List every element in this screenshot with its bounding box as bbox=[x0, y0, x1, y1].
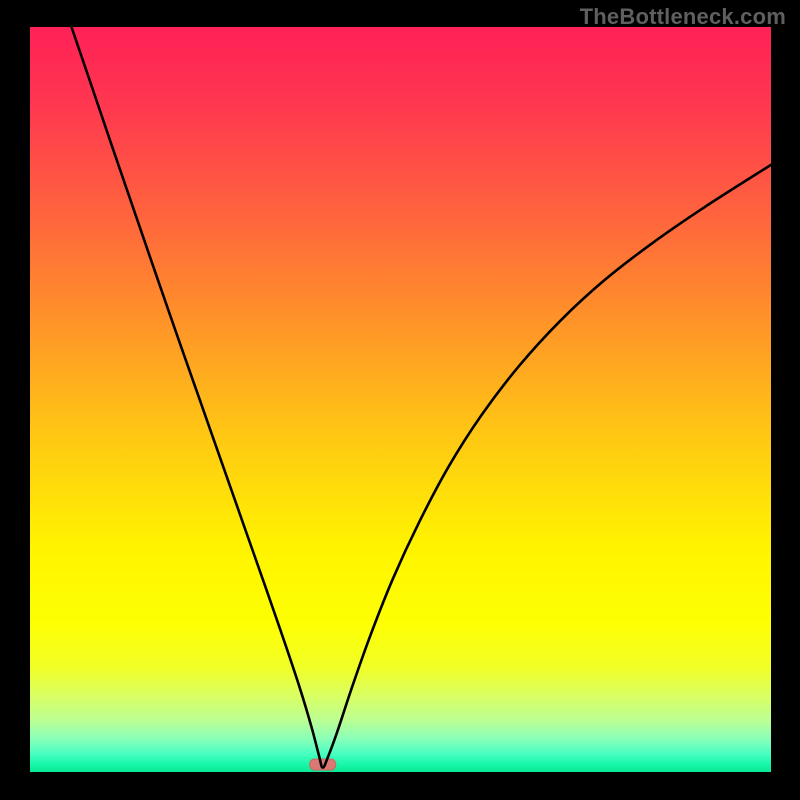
chart-container: TheBottleneck.com bbox=[0, 0, 800, 800]
plot-gradient-background bbox=[30, 27, 771, 772]
bottleneck-chart bbox=[0, 0, 800, 800]
